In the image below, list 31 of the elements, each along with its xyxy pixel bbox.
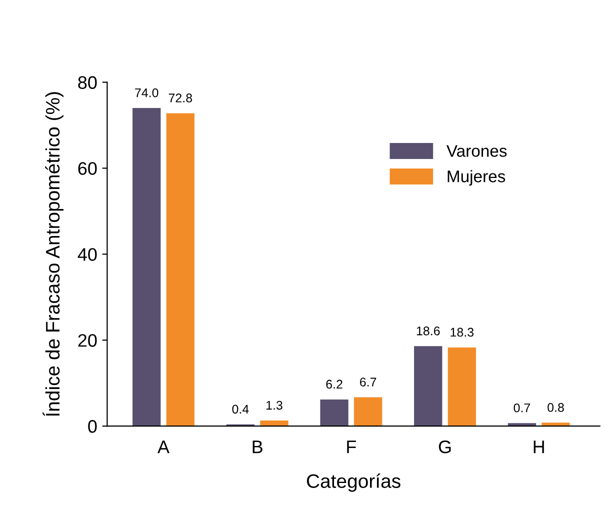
bar [448,347,476,426]
bar [354,397,382,426]
data-label: 0.8 [548,403,564,412]
bar [414,346,442,426]
data-label: 6.7 [360,378,376,387]
data-label: 18.3 [450,328,474,337]
data-label: 6.2 [326,380,342,389]
data-label: 72.8 [168,94,192,102]
x-tick-label: A [158,440,170,454]
y-tick-label: 80 [78,76,97,89]
x-tick-label: H [534,440,544,454]
data-label: 74.0 [135,88,158,98]
y-tick-label: 40 [78,248,97,261]
bar [260,420,288,426]
y-tick-label: 0 [88,420,97,433]
legend-label: Mujeres [448,170,506,186]
y-tick-label: 60 [78,162,97,175]
x-tick-label: F [347,440,356,454]
legend-label: Varones [446,145,507,157]
bar [166,113,194,426]
x-tick-label: G [438,440,451,454]
data-label: 18.6 [416,326,440,336]
y-tick-label: 20 [78,334,97,347]
x-axis-title: Categorías [306,473,400,492]
x-tick-label: B [252,440,262,454]
data-label: 0.7 [514,403,530,412]
y-axis-title: Índice de Fracaso Antropométrico (%) [42,92,64,416]
bar [320,399,348,426]
bar [132,108,161,426]
data-label: 0.4 [232,404,249,414]
data-label: 1.3 [266,400,282,410]
